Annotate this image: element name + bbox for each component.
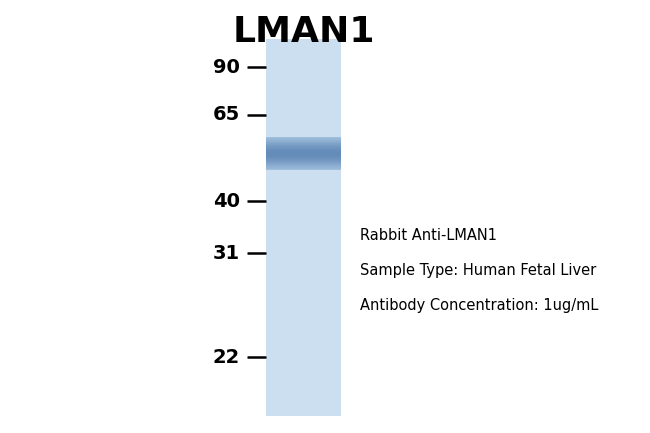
Text: 22: 22 (213, 348, 240, 367)
Text: LMAN1: LMAN1 (232, 15, 374, 49)
Text: 31: 31 (213, 244, 240, 263)
Text: 40: 40 (213, 192, 240, 211)
Text: 90: 90 (213, 58, 240, 77)
Text: Rabbit Anti-LMAN1: Rabbit Anti-LMAN1 (360, 229, 497, 243)
Text: Sample Type: Human Fetal Liver: Sample Type: Human Fetal Liver (360, 263, 596, 278)
Text: Antibody Concentration: 1ug/mL: Antibody Concentration: 1ug/mL (360, 298, 598, 313)
Text: 65: 65 (213, 105, 240, 124)
Bar (266, 39, 341, 416)
